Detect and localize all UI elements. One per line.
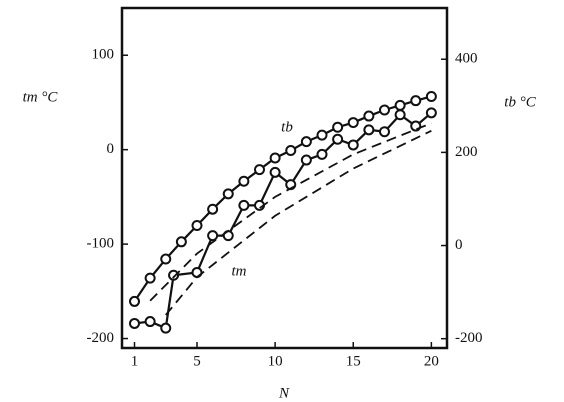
series-line (149, 122, 432, 302)
marker (363, 124, 375, 136)
marker (285, 145, 297, 157)
marker (160, 322, 172, 334)
series-line (165, 129, 432, 316)
y2-axis-label: tb °C (504, 94, 536, 110)
marker (316, 129, 328, 141)
y2-tick-label: -200 (455, 330, 483, 346)
marker (379, 104, 390, 116)
y-tick-label: -100 (87, 236, 115, 252)
marker (222, 188, 234, 200)
marker (363, 110, 375, 122)
y-axis-label: tm °C (23, 89, 59, 105)
marker (332, 121, 344, 133)
marker (269, 166, 281, 178)
marker (129, 295, 140, 307)
x-tick-label: 5 (193, 353, 201, 369)
marker (379, 126, 390, 138)
annotation: tb (281, 119, 293, 135)
y2-tick-label: 200 (455, 144, 478, 160)
marker (144, 272, 156, 284)
annotation: tm (232, 263, 247, 279)
x-axis-label: N (278, 385, 290, 401)
y-tick-label: 100 (92, 47, 115, 63)
marker (238, 199, 250, 211)
marker (175, 236, 187, 248)
series-line (134, 111, 433, 330)
x-tick-label: 1 (131, 353, 139, 369)
marker (394, 99, 406, 111)
x-tick-label: 15 (346, 353, 361, 369)
marker (144, 316, 156, 328)
x-tick-label: 20 (424, 353, 439, 369)
marker (269, 152, 281, 164)
marker (347, 117, 359, 129)
y2-tick-label: 0 (455, 237, 463, 253)
x-tick-label: 10 (268, 353, 283, 369)
marker (332, 133, 344, 145)
marker (425, 107, 437, 119)
marker (425, 90, 437, 102)
marker (160, 253, 172, 265)
marker (129, 317, 140, 329)
marker (207, 230, 219, 242)
marker (254, 164, 265, 176)
marker (300, 154, 312, 166)
marker (316, 148, 328, 160)
marker (410, 120, 422, 132)
marker (168, 269, 180, 281)
marker (347, 139, 359, 151)
marker (394, 109, 406, 121)
marker (300, 136, 312, 148)
marker (238, 175, 250, 187)
marker (207, 203, 219, 215)
y-tick-label: -200 (87, 330, 115, 346)
marker (410, 95, 422, 107)
plot-frame (120, 6, 449, 350)
y2-tick-label: 400 (455, 51, 478, 67)
marker (191, 220, 203, 232)
y-tick-label: 0 (107, 141, 115, 157)
